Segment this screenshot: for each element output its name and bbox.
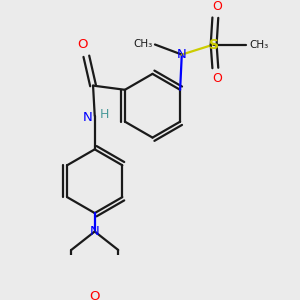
Text: N: N xyxy=(90,225,100,238)
Text: CH₃: CH₃ xyxy=(249,40,268,50)
Text: O: O xyxy=(212,0,222,13)
Text: H: H xyxy=(100,108,110,121)
Text: O: O xyxy=(212,72,222,86)
Text: O: O xyxy=(89,290,100,300)
Text: N: N xyxy=(177,48,187,61)
Text: S: S xyxy=(209,38,219,52)
Text: O: O xyxy=(77,38,87,51)
Text: N: N xyxy=(82,111,92,124)
Text: CH₃: CH₃ xyxy=(134,39,153,49)
